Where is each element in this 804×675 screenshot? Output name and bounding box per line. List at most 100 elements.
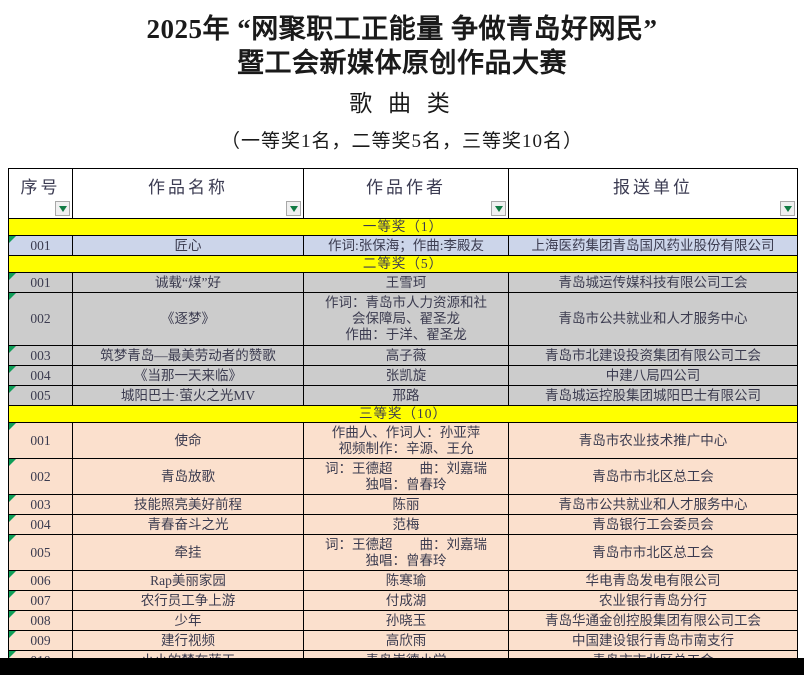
cell-work-name[interactable]: 青岛放歌 xyxy=(72,458,304,495)
cell-work-name[interactable]: 牵挂 xyxy=(72,534,304,571)
filter-dropdown-icon[interactable] xyxy=(780,201,795,216)
table-row[interactable]: 008 少年 孙晓玉 青岛华通金创控股集团有限公司工会 xyxy=(8,610,798,631)
chevron-down-icon xyxy=(494,205,503,212)
cell-work-name[interactable]: 技能照亮美好前程 xyxy=(72,494,304,515)
cell-work-name[interactable]: 《当那一天来临》 xyxy=(72,365,304,386)
cell-corner-flag-icon xyxy=(9,236,16,243)
table-row[interactable]: 003 筑梦青岛—最美劳动者的赞歌 高子薇 青岛市北建设投资集团有限公司工会 xyxy=(8,345,798,366)
chevron-down-icon xyxy=(289,205,298,212)
cell-work-author[interactable]: 邢路 xyxy=(303,385,509,406)
cell-sequence-number[interactable]: 007 xyxy=(8,590,73,611)
column-header-label: 序号 xyxy=(20,177,61,197)
cell-work-author[interactable]: 作词:张保海；作曲:李殿友 xyxy=(303,235,509,256)
cell-submitting-unit[interactable]: 农业银行青岛分行 xyxy=(508,590,798,611)
cell-corner-flag-icon xyxy=(9,571,16,578)
cell-work-author[interactable]: 张凯旋 xyxy=(303,365,509,386)
cell-sequence-number[interactable]: 004 xyxy=(8,365,73,386)
table-row[interactable]: 004 《当那一天来临》 张凯旋 中建八局四公司 xyxy=(8,365,798,386)
table-row[interactable]: 007 农行员工争上游 付成湖 农业银行青岛分行 xyxy=(8,590,798,611)
cell-sequence-number[interactable]: 002 xyxy=(8,292,73,346)
table-row[interactable]: 002 青岛放歌 词：王德超 曲：刘嘉瑞 独唱：曾春玲 青岛市市北区总工会 xyxy=(8,458,798,495)
cell-corner-flag-icon xyxy=(9,631,16,638)
cell-corner-flag-icon xyxy=(9,535,16,542)
cell-submitting-unit[interactable]: 青岛市市北区总工会 xyxy=(508,534,798,571)
cell-submitting-unit[interactable]: 青岛市市北区总工会 xyxy=(508,458,798,495)
cell-sequence-number[interactable]: 001 xyxy=(8,422,73,459)
award-section-banner-row: 二等奖（5） xyxy=(8,255,798,273)
sequence-number-text: 001 xyxy=(30,432,51,448)
table-row[interactable]: 009 建行视频 高欣雨 中国建设银行青岛市南支行 xyxy=(8,630,798,651)
cell-sequence-number[interactable]: 002 xyxy=(8,458,73,495)
cell-work-author[interactable]: 作曲人、作词人：孙亚萍 视频制作：辛源、王允 xyxy=(303,422,509,459)
cell-work-name[interactable]: 筑梦青岛—最美劳动者的赞歌 xyxy=(72,345,304,366)
table-row[interactable]: 004 青春奋斗之光 范梅 青岛银行工会委员会 xyxy=(8,514,798,535)
table-row[interactable]: 005 城阳巴士·萤火之光MV 邢路 青岛城运控股集团城阳巴士有限公司 xyxy=(8,385,798,406)
cell-work-name[interactable]: 建行视频 xyxy=(72,630,304,651)
cell-submitting-unit[interactable]: 华电青岛发电有限公司 xyxy=(508,570,798,591)
cell-corner-flag-icon xyxy=(9,386,16,393)
cell-submitting-unit[interactable]: 青岛市公共就业和人才服务中心 xyxy=(508,292,798,346)
cell-work-author[interactable]: 付成湖 xyxy=(303,590,509,611)
cell-work-name[interactable]: 诚载“煤”好 xyxy=(72,272,304,293)
award-results-table: 序号 作品名称 作品作者 报送单位 一等奖（1） 001 匠心 作词:张保海；作曲:李殿友 上海… xyxy=(8,168,798,671)
table-row[interactable]: 005 牵挂 词：王德超 曲：刘嘉瑞 独唱：曾春玲 青岛市市北区总工会 xyxy=(8,534,798,571)
cell-sequence-number[interactable]: 001 xyxy=(8,235,73,256)
cell-work-name[interactable]: 使命 xyxy=(72,422,304,459)
column-header-3: 报送单位 xyxy=(508,168,798,219)
cell-submitting-unit[interactable]: 青岛市北建设投资集团有限公司工会 xyxy=(508,345,798,366)
cell-sequence-number[interactable]: 009 xyxy=(8,630,73,651)
column-header-label: 作品名称 xyxy=(148,177,228,197)
table-row[interactable]: 001 诚载“煤”好 王雪珂 青岛城运传媒科技有限公司工会 xyxy=(8,272,798,293)
cell-sequence-number[interactable]: 006 xyxy=(8,570,73,591)
cell-submitting-unit[interactable]: 上海医药集团青岛国风药业股份有限公司 xyxy=(508,235,798,256)
cell-work-name[interactable]: 少年 xyxy=(72,610,304,631)
cell-submitting-unit[interactable]: 青岛市农业技术推广中心 xyxy=(508,422,798,459)
cell-sequence-number[interactable]: 008 xyxy=(8,610,73,631)
filter-dropdown-icon[interactable] xyxy=(491,201,506,216)
cell-sequence-number[interactable]: 001 xyxy=(8,272,73,293)
table-row[interactable]: 006 Rap美丽家园 陈寒瑜 华电青岛发电有限公司 xyxy=(8,570,798,591)
cell-sequence-number[interactable]: 005 xyxy=(8,534,73,571)
cell-work-author[interactable]: 高子薇 xyxy=(303,345,509,366)
award-section-banner-label: 三等奖（10） xyxy=(8,405,798,423)
cell-work-author[interactable]: 陈寒瑜 xyxy=(303,570,509,591)
cell-sequence-number[interactable]: 005 xyxy=(8,385,73,406)
cell-work-author[interactable]: 高欣雨 xyxy=(303,630,509,651)
cell-work-author[interactable]: 范梅 xyxy=(303,514,509,535)
cell-work-name[interactable]: 匠心 xyxy=(72,235,304,256)
cell-work-author[interactable]: 词：王德超 曲：刘嘉瑞 独唱：曾春玲 xyxy=(303,458,509,495)
cell-work-name[interactable]: Rap美丽家园 xyxy=(72,570,304,591)
cell-submitting-unit[interactable]: 青岛城运控股集团城阳巴士有限公司 xyxy=(508,385,798,406)
sequence-number-text: 009 xyxy=(30,632,51,648)
cell-work-author[interactable]: 王雪珂 xyxy=(303,272,509,293)
filter-dropdown-icon[interactable] xyxy=(286,201,301,216)
cell-work-name[interactable]: 农行员工争上游 xyxy=(72,590,304,611)
cell-work-author[interactable]: 作词：青岛市人力资源和社 会保障局、翟圣龙 作曲：于洋、翟圣龙 xyxy=(303,292,509,346)
cell-corner-flag-icon xyxy=(9,651,16,658)
cell-sequence-number[interactable]: 004 xyxy=(8,514,73,535)
cell-submitting-unit[interactable]: 青岛银行工会委员会 xyxy=(508,514,798,535)
cell-work-author[interactable]: 孙晓玉 xyxy=(303,610,509,631)
table-row[interactable]: 002 《逐梦》 作词：青岛市人力资源和社 会保障局、翟圣龙 作曲：于洋、翟圣龙 青岛… xyxy=(8,292,798,346)
cell-submitting-unit[interactable]: 青岛市公共就业和人才服务中心 xyxy=(508,494,798,515)
filter-dropdown-icon[interactable] xyxy=(55,201,70,216)
cell-work-name[interactable]: 《逐梦》 xyxy=(72,292,304,346)
table-row[interactable]: 001 匠心 作词:张保海；作曲:李殿友 上海医药集团青岛国风药业股份有限公司 xyxy=(8,235,798,256)
table-row[interactable]: 001 使命 作曲人、作词人：孙亚萍 视频制作：辛源、王允 青岛市农业技术推广中心 xyxy=(8,422,798,459)
cell-sequence-number[interactable]: 003 xyxy=(8,345,73,366)
cell-submitting-unit[interactable]: 中建八局四公司 xyxy=(508,365,798,386)
award-section-banner-label: 一等奖（1） xyxy=(8,218,798,236)
bottom-crop-band xyxy=(0,658,804,675)
cell-work-author[interactable]: 词：王德超 曲：刘嘉瑞 独唱：曾春玲 xyxy=(303,534,509,571)
sequence-number-text: 001 xyxy=(30,237,51,253)
cell-corner-flag-icon xyxy=(9,423,16,430)
cell-work-name[interactable]: 青春奋斗之光 xyxy=(72,514,304,535)
cell-sequence-number[interactable]: 003 xyxy=(8,494,73,515)
table-row[interactable]: 003 技能照亮美好前程 陈丽 青岛市公共就业和人才服务中心 xyxy=(8,494,798,515)
cell-submitting-unit[interactable]: 青岛城运传媒科技有限公司工会 xyxy=(508,272,798,293)
cell-work-author[interactable]: 陈丽 xyxy=(303,494,509,515)
cell-submitting-unit[interactable]: 青岛华通金创控股集团有限公司工会 xyxy=(508,610,798,631)
cell-submitting-unit[interactable]: 中国建设银行青岛市南支行 xyxy=(508,630,798,651)
cell-work-name[interactable]: 城阳巴士·萤火之光MV xyxy=(72,385,304,406)
sequence-number-text: 003 xyxy=(30,347,51,363)
